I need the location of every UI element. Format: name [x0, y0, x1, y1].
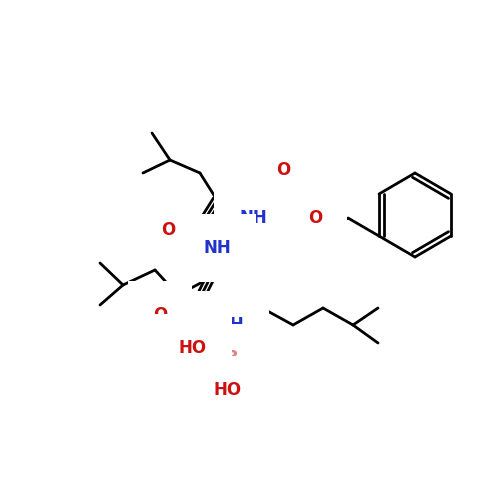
Text: O: O — [153, 306, 167, 324]
Text: O: O — [308, 209, 322, 227]
Text: HO: HO — [179, 339, 207, 357]
Text: NH: NH — [216, 316, 244, 334]
Text: O: O — [276, 161, 290, 179]
Text: O: O — [161, 221, 175, 239]
Text: HO: HO — [214, 381, 242, 399]
Text: B: B — [226, 349, 238, 367]
Text: NH: NH — [203, 239, 231, 257]
Text: NH: NH — [239, 209, 267, 227]
